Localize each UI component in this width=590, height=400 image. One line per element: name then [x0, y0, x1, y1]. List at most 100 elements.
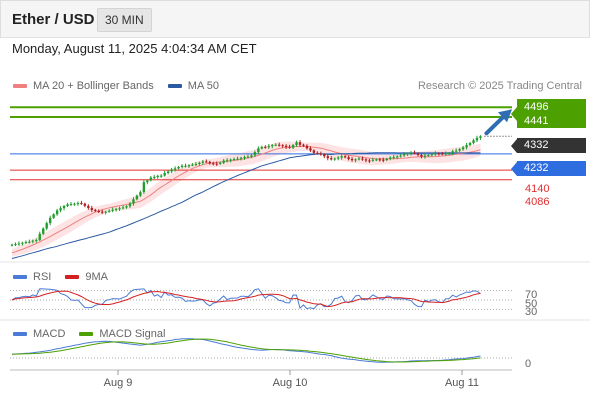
ma50-swatch	[167, 84, 182, 88]
candle-body	[267, 146, 270, 148]
candle-body	[257, 148, 260, 153]
rsi-line	[11, 288, 481, 310]
candle-body	[184, 165, 187, 167]
candle-body	[309, 148, 312, 151]
candle-body	[107, 210, 111, 212]
candle-body	[434, 153, 437, 155]
candle-body	[222, 160, 225, 163]
candle-body	[274, 144, 277, 146]
candle-body	[173, 168, 177, 170]
rsi-level-50: 50	[525, 298, 538, 310]
macd-legend-label: MACD	[33, 328, 66, 340]
candle-body	[38, 233, 41, 241]
candle-body	[281, 145, 284, 147]
ma20-swatch	[13, 84, 27, 88]
candle-body	[45, 223, 48, 229]
candle-body	[135, 195, 139, 200]
candle-body	[66, 204, 69, 207]
candle-body	[441, 153, 444, 155]
candle-body	[264, 146, 267, 148]
candle-body	[399, 155, 402, 157]
candle-body	[59, 208, 62, 211]
candle-body	[90, 207, 94, 210]
candle-body	[55, 210, 59, 215]
candle-body	[215, 163, 218, 165]
candle-body	[149, 177, 152, 181]
candle-body	[291, 145, 295, 148]
candle-body	[194, 163, 198, 165]
candle-body	[142, 182, 146, 193]
candle-body	[468, 142, 472, 146]
last-price-tag: 4332	[511, 138, 586, 153]
candle-body	[94, 209, 97, 211]
candle-body	[104, 211, 107, 213]
candle-body	[368, 160, 371, 162]
candle-body	[385, 158, 388, 161]
candle-body	[427, 155, 430, 157]
candle-body	[347, 157, 350, 160]
candle-body	[76, 203, 80, 205]
candle-body	[458, 149, 461, 151]
candle-body	[454, 150, 458, 152]
ma50-legend-label: MA 50	[187, 80, 219, 92]
timeframe-selector[interactable]: 30 MIN	[97, 8, 152, 32]
candle-body	[17, 243, 21, 245]
candle-body	[187, 165, 191, 167]
candle-body	[201, 161, 205, 163]
candle-body	[180, 165, 184, 167]
candle-body	[121, 207, 125, 209]
macd-legend: MACD MACD Signal	[13, 328, 165, 340]
candle-body	[243, 157, 246, 159]
candle-body	[21, 242, 24, 244]
pivot-tag: 4232	[511, 161, 586, 176]
candle-body	[156, 175, 159, 178]
candle-body	[125, 206, 128, 208]
candle-body	[128, 203, 132, 207]
candle-body	[382, 159, 385, 161]
candle-body	[330, 158, 333, 160]
candle-body	[475, 137, 479, 141]
candle-body	[14, 243, 17, 245]
candle-body	[288, 146, 291, 148]
candle-body	[83, 203, 87, 206]
macd-zero-label: 0	[525, 358, 532, 370]
candle-body	[208, 161, 211, 164]
candle-body	[437, 153, 441, 155]
macd-line	[11, 338, 481, 363]
candle-body	[444, 153, 447, 155]
ma50-line	[11, 152, 481, 259]
macd-signal-swatch	[79, 332, 94, 336]
candle-body	[177, 166, 180, 169]
candle-body	[371, 159, 375, 161]
candle-body	[448, 153, 451, 155]
candle-body	[323, 154, 326, 157]
resistance-2-value: 4441	[524, 115, 549, 127]
candle-body	[361, 158, 364, 160]
x-tick-label-aug10: Aug 10	[272, 377, 308, 389]
candle-body	[219, 162, 222, 164]
rsi-level-30: 30	[525, 306, 538, 318]
candle-body	[24, 242, 28, 244]
candle-body	[402, 154, 406, 156]
candle-body	[191, 164, 194, 166]
candle-body	[354, 159, 357, 161]
candle-body	[302, 144, 305, 146]
candle-body	[166, 171, 170, 173]
candle-body	[232, 159, 236, 161]
candle-body	[375, 159, 378, 161]
candle-body	[101, 211, 104, 213]
candle-body	[409, 152, 413, 154]
candle-body	[31, 240, 35, 242]
macd-signal-legend-label: MACD Signal	[99, 328, 166, 340]
candle-body	[413, 152, 416, 154]
instrument-title: Ether / USD	[12, 11, 95, 28]
x-tick-label-aug9: Aug 9	[103, 377, 133, 389]
candle-body	[97, 210, 100, 212]
candle-body	[153, 177, 156, 179]
resistance-tag: 4496 4441	[511, 99, 586, 128]
candle-body	[378, 159, 382, 161]
candle-body	[35, 240, 38, 242]
candle-body	[160, 175, 163, 177]
candle-body	[357, 158, 361, 160]
